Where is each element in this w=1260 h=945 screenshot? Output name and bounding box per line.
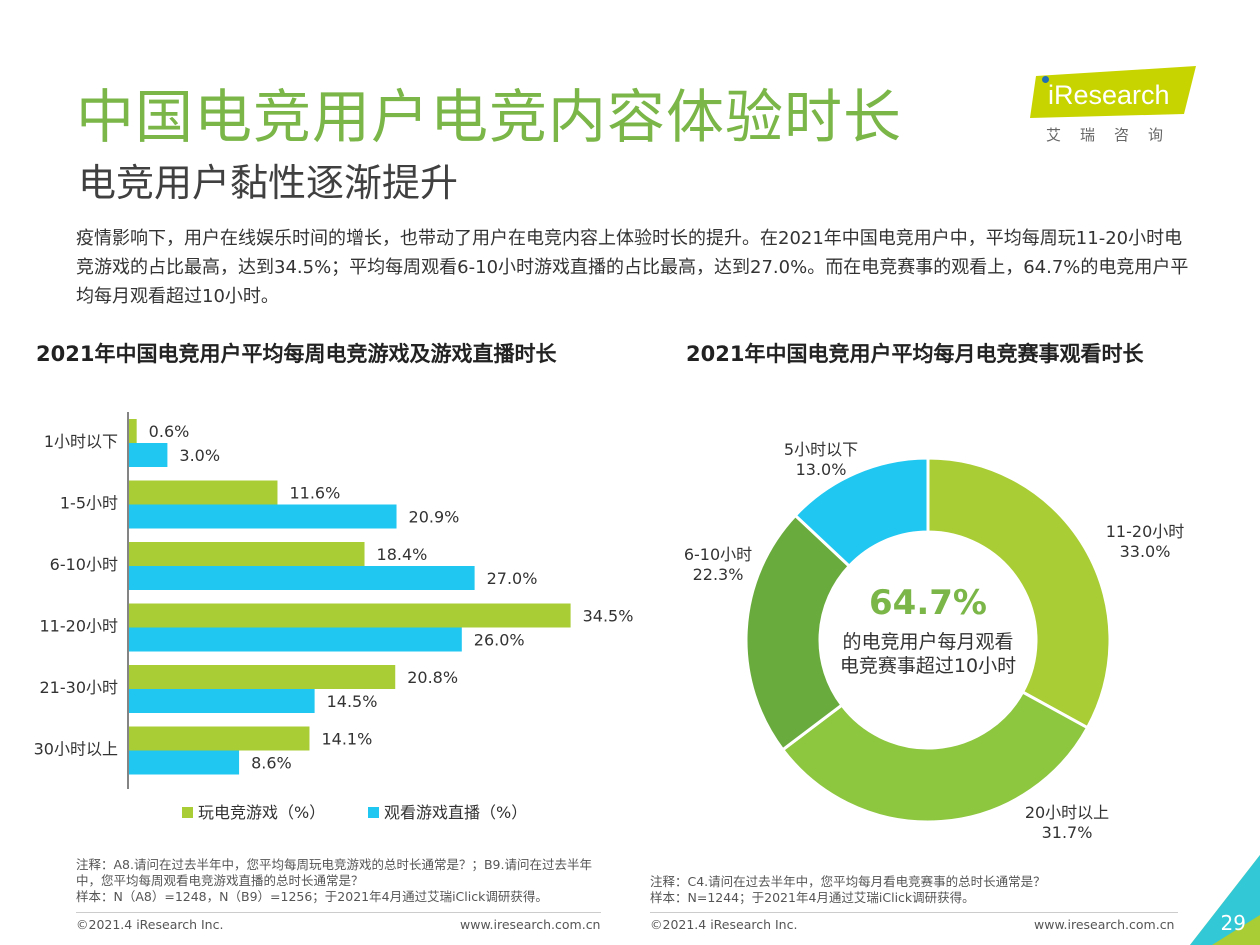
- donut-slice: [780, 689, 1090, 824]
- intro-paragraph: 疫情影响下，用户在线娱乐时间的增长，也带动了用户在电竞内容上体验时长的提升。在2…: [76, 228, 1189, 307]
- slice-value-label: 33.0%: [1120, 542, 1171, 561]
- footer-url-right: www.iresearch.com.cn: [1034, 917, 1175, 932]
- bar-play: [129, 480, 278, 505]
- bar-play: [129, 665, 396, 689]
- bar-value-label: 20.9%: [409, 508, 460, 527]
- bar-value-label: 14.1%: [321, 730, 372, 749]
- footer-divider-right: [650, 912, 1178, 913]
- bar-watch: [129, 627, 462, 652]
- logo-banner-shape: [1030, 66, 1196, 118]
- legend-swatch: [368, 807, 379, 818]
- footer-url-left: www.iresearch.com.cn: [460, 917, 601, 932]
- bar-watch: [129, 566, 475, 590]
- page-corner-decoration: [1190, 855, 1260, 945]
- slice-value-label: 22.3%: [693, 565, 744, 584]
- bar-category-label: 6-10小时: [50, 555, 118, 574]
- bar-value-label: 20.8%: [407, 668, 458, 687]
- bar-category-label: 30小时以上: [34, 740, 118, 759]
- footer-divider-left: [76, 912, 601, 913]
- logo-text: iResearch: [1048, 80, 1170, 110]
- right-sample-text: 样本：N=1244；于2021年4月通过艾瑞iClick调研获得。: [650, 890, 975, 905]
- logo-dot-icon: [1042, 76, 1049, 83]
- bar-value-label: 27.0%: [487, 569, 538, 588]
- left-sample-text: 样本：N（A8）=1248，N（B9）=1256；于2021年4月通过艾瑞iCl…: [76, 889, 548, 904]
- bar-value-label: 26.0%: [474, 631, 525, 650]
- bar-category-label: 1-5小时: [60, 494, 118, 513]
- bar-chart-title: 2021年中国电竞用户平均每周电竞游戏及游戏直播时长: [36, 342, 557, 366]
- bar-watch: [129, 689, 315, 713]
- bar-watch: [129, 443, 168, 467]
- bar-category-label: 21-30小时: [40, 678, 119, 697]
- footer-copyright-left: ©2021.4 iResearch Inc.: [76, 917, 224, 932]
- bar-value-label: 11.6%: [289, 484, 340, 503]
- donut-slice: [744, 513, 852, 752]
- footer-copyright-right: ©2021.4 iResearch Inc.: [650, 917, 798, 932]
- slice-name-label: 6-10小时: [684, 545, 752, 564]
- slice-name-label: 5小时以下: [784, 440, 858, 459]
- left-note-text: 注释：A8.请问在过去半年中，您平均每周玩电竞游戏的总时长通常是？；B9.请问在…: [76, 857, 592, 888]
- slice-name-label: 11-20小时: [1106, 522, 1185, 541]
- right-note-text: 注释：C4.请问在过去半年中，您平均每月看电竞赛事的总时长通常是？: [650, 874, 1046, 889]
- bar-chart: 1小时以下 0.6% 3.0% 1-5小时 11.6% 20.9% 6-10小时 18.4% 2…: [34, 412, 634, 822]
- bar-value-label: 0.6%: [149, 422, 190, 441]
- bar-value-label: 3.0%: [179, 446, 220, 465]
- bar-play: [129, 726, 310, 751]
- bar-category-label: 1小时以下: [44, 432, 118, 451]
- iresearch-logo: iResearch 艾瑞咨询: [1030, 66, 1205, 150]
- donut-slice: [793, 456, 930, 569]
- bar-value-label: 14.5%: [327, 692, 378, 711]
- right-chart-note: 注释：C4.请问在过去半年中，您平均每月看电竞赛事的总时长通常是？ 样本：N=1…: [650, 874, 1170, 906]
- legend-swatch: [182, 807, 193, 818]
- bar-play: [129, 542, 365, 566]
- pie-chart-title: 2021年中国电竞用户平均每月电竞赛事观看时长: [686, 342, 1144, 366]
- slice-value-label: 13.0%: [796, 460, 847, 479]
- bar-value-label: 8.6%: [251, 754, 292, 773]
- bar-play: [129, 603, 571, 628]
- bar-play: [129, 419, 137, 443]
- slice-name-label: 20小时以上: [1025, 803, 1109, 822]
- bar-watch: [129, 504, 397, 529]
- bar-value-label: 34.5%: [583, 607, 634, 626]
- page-subtitle: 电竞用户黏性逐渐提升: [78, 161, 459, 205]
- bar-watch: [129, 750, 240, 775]
- legend-label: 观看游戏直播（%）: [384, 803, 527, 822]
- bar-category-label: 11-20小时: [40, 617, 119, 636]
- logo-subtext: 艾瑞咨询: [1046, 126, 1183, 144]
- left-chart-note: 注释：A8.请问在过去半年中，您平均每周玩电竞游戏的总时长通常是？；B9.请问在…: [76, 857, 616, 905]
- bar-value-label: 18.4%: [377, 545, 428, 564]
- page-title: 中国电竞用户电竞内容体验时长: [76, 83, 903, 151]
- donut-center-line2: 电竞赛事超过10小时: [840, 655, 1016, 677]
- slice-value-label: 31.7%: [1042, 823, 1093, 842]
- donut-center-line1: 的电竞用户每月观看: [842, 631, 1013, 653]
- donut-center-value: 64.7%: [869, 583, 987, 623]
- legend-label: 玩电竞游戏（%）: [198, 803, 325, 822]
- page-number: 29: [1220, 911, 1246, 935]
- donut-slice: [926, 456, 1112, 730]
